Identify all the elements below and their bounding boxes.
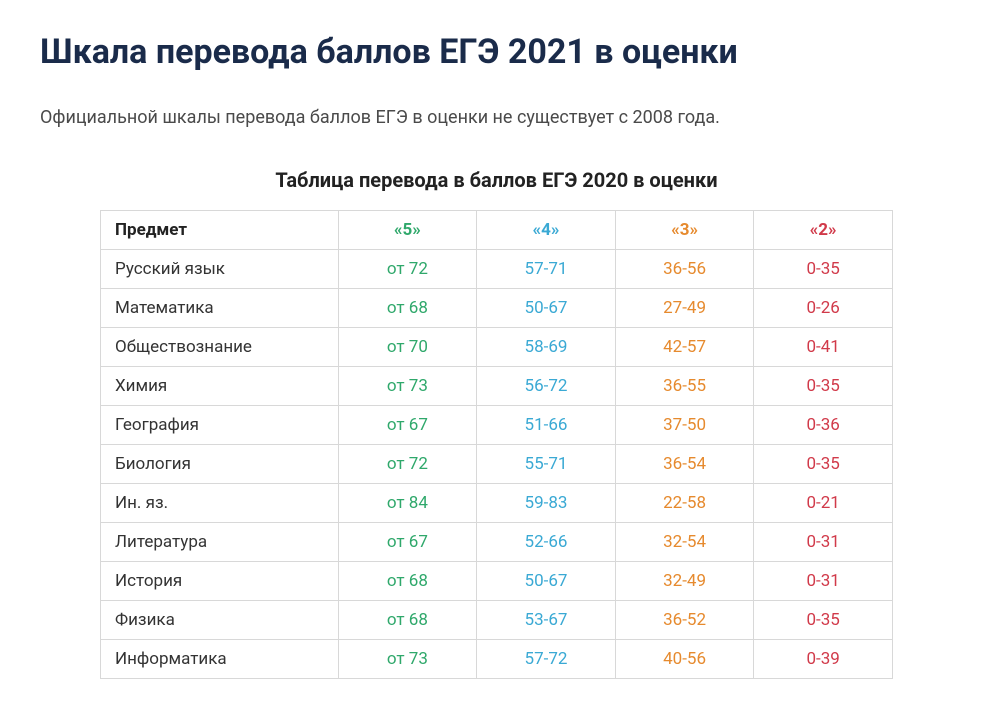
cell-g2: 0-21 bbox=[754, 483, 893, 522]
table-row: Русский языкот 7257-7136-560-35 bbox=[101, 249, 893, 288]
cell-g2: 0-35 bbox=[754, 366, 893, 405]
cell-subject: Информатика bbox=[101, 639, 339, 678]
header-grade-2: «2» bbox=[754, 210, 893, 249]
cell-g4: 52-66 bbox=[477, 522, 616, 561]
table-row: Информатикаот 7357-7240-560-39 bbox=[101, 639, 893, 678]
table-row: Ин. яз.от 8459-8322-580-21 bbox=[101, 483, 893, 522]
cell-g4: 58-69 bbox=[477, 327, 616, 366]
cell-g2: 0-26 bbox=[754, 288, 893, 327]
cell-g4: 56-72 bbox=[477, 366, 616, 405]
cell-g2: 0-35 bbox=[754, 600, 893, 639]
cell-subject: Литература bbox=[101, 522, 339, 561]
cell-g4: 50-67 bbox=[477, 288, 616, 327]
cell-g2: 0-41 bbox=[754, 327, 893, 366]
cell-subject: География bbox=[101, 405, 339, 444]
cell-g5: от 70 bbox=[338, 327, 477, 366]
cell-g4: 55-71 bbox=[477, 444, 616, 483]
cell-g4: 53-67 bbox=[477, 600, 616, 639]
cell-g5: от 68 bbox=[338, 561, 477, 600]
cell-g3: 32-49 bbox=[615, 561, 754, 600]
cell-subject: Биология bbox=[101, 444, 339, 483]
cell-g2: 0-35 bbox=[754, 444, 893, 483]
cell-g3: 22-58 bbox=[615, 483, 754, 522]
page-subtitle: Официальной шкалы перевода баллов ЕГЭ в … bbox=[40, 104, 953, 133]
cell-g5: от 72 bbox=[338, 444, 477, 483]
table-header-row: Предмет «5» «4» «3» «2» bbox=[101, 210, 893, 249]
table-row: Литератураот 6752-6632-540-31 bbox=[101, 522, 893, 561]
cell-g4: 57-71 bbox=[477, 249, 616, 288]
cell-subject: Физика bbox=[101, 600, 339, 639]
header-grade-5: «5» bbox=[338, 210, 477, 249]
header-grade-3: «3» bbox=[615, 210, 754, 249]
cell-g3: 36-54 bbox=[615, 444, 754, 483]
cell-g3: 36-55 bbox=[615, 366, 754, 405]
table-row: Историяот 6850-6732-490-31 bbox=[101, 561, 893, 600]
cell-subject: Математика bbox=[101, 288, 339, 327]
cell-g5: от 68 bbox=[338, 288, 477, 327]
cell-g4: 51-66 bbox=[477, 405, 616, 444]
cell-subject: Русский язык bbox=[101, 249, 339, 288]
cell-g2: 0-31 bbox=[754, 522, 893, 561]
cell-g4: 50-67 bbox=[477, 561, 616, 600]
cell-g2: 0-35 bbox=[754, 249, 893, 288]
cell-g3: 36-56 bbox=[615, 249, 754, 288]
table-row: Биологияот 7255-7136-540-35 bbox=[101, 444, 893, 483]
cell-g5: от 67 bbox=[338, 405, 477, 444]
header-grade-4: «4» bbox=[477, 210, 616, 249]
cell-g4: 57-72 bbox=[477, 639, 616, 678]
table-row: Математикаот 6850-6727-490-26 bbox=[101, 288, 893, 327]
cell-g5: от 73 bbox=[338, 639, 477, 678]
cell-subject: Ин. яз. bbox=[101, 483, 339, 522]
table-row: Географияот 6751-6637-500-36 bbox=[101, 405, 893, 444]
cell-g3: 37-50 bbox=[615, 405, 754, 444]
cell-subject: Химия bbox=[101, 366, 339, 405]
cell-subject: Обществознание bbox=[101, 327, 339, 366]
cell-subject: История bbox=[101, 561, 339, 600]
cell-g3: 27-49 bbox=[615, 288, 754, 327]
table-row: Физикаот 6853-6736-520-35 bbox=[101, 600, 893, 639]
cell-g5: от 72 bbox=[338, 249, 477, 288]
table-container: Таблица перевода в баллов ЕГЭ 2020 в оце… bbox=[40, 168, 953, 679]
cell-g3: 36-52 bbox=[615, 600, 754, 639]
table-row: Обществознаниеот 7058-6942-570-41 bbox=[101, 327, 893, 366]
page-title: Шкала перевода баллов ЕГЭ 2021 в оценки bbox=[40, 30, 953, 74]
cell-g3: 32-54 bbox=[615, 522, 754, 561]
cell-g4: 59-83 bbox=[477, 483, 616, 522]
cell-g2: 0-36 bbox=[754, 405, 893, 444]
cell-g3: 42-57 bbox=[615, 327, 754, 366]
cell-g2: 0-39 bbox=[754, 639, 893, 678]
cell-g5: от 84 bbox=[338, 483, 477, 522]
table-row: Химияот 7356-7236-550-35 bbox=[101, 366, 893, 405]
cell-g3: 40-56 bbox=[615, 639, 754, 678]
cell-g5: от 67 bbox=[338, 522, 477, 561]
header-subject: Предмет bbox=[101, 210, 339, 249]
cell-g2: 0-31 bbox=[754, 561, 893, 600]
grades-table: Предмет «5» «4» «3» «2» Русский языкот 7… bbox=[100, 210, 893, 679]
table-title: Таблица перевода в баллов ЕГЭ 2020 в оце… bbox=[100, 168, 893, 192]
cell-g5: от 68 bbox=[338, 600, 477, 639]
cell-g5: от 73 bbox=[338, 366, 477, 405]
